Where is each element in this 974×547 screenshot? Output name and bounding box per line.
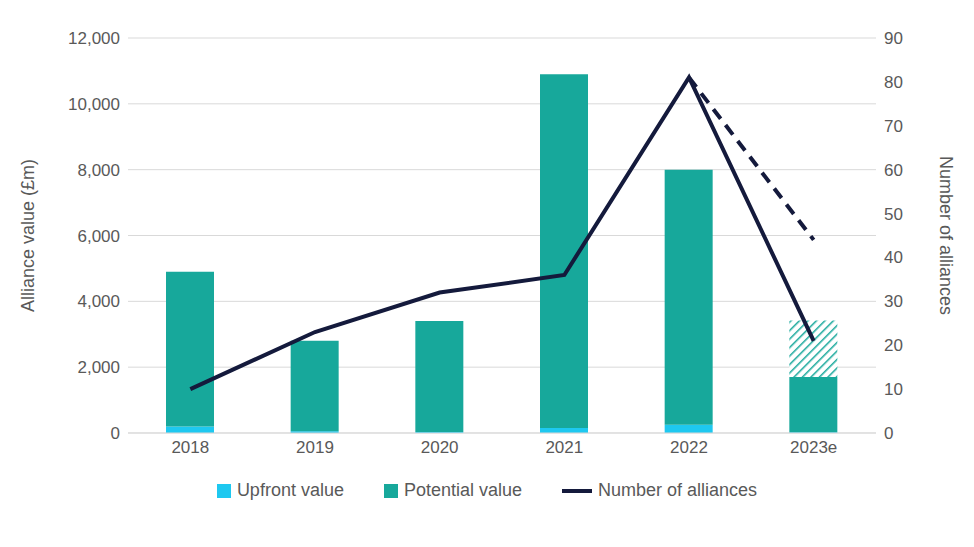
svg-text:2022: 2022 [670,438,708,457]
svg-text:Alliance value (£m): Alliance value (£m) [18,159,38,312]
svg-text:2,000: 2,000 [77,358,120,377]
svg-text:50: 50 [884,205,903,224]
svg-text:60: 60 [884,161,903,180]
svg-text:80: 80 [884,73,903,92]
svg-text:2023e: 2023e [790,438,837,457]
svg-text:2019: 2019 [296,438,334,457]
svg-text:2018: 2018 [171,438,209,457]
html-text:Number of alliances: Number of alliances [598,480,758,500]
svg-text:70: 70 [884,117,903,136]
svg-text:12,000: 12,000 [68,29,120,48]
svg-text:20: 20 [884,336,903,355]
svg-text:8,000: 8,000 [77,161,120,180]
svg-text:2020: 2020 [421,438,459,457]
svg-text:4,000: 4,000 [77,292,120,311]
html-text:Potential value: Potential value [403,480,522,500]
svg-text:6,000: 6,000 [77,227,120,246]
html-text:Upfront value: Upfront value [236,480,344,500]
svg-text:0: 0 [884,424,893,443]
svg-text:10,000: 10,000 [68,95,120,114]
svg-text:30: 30 [884,292,903,311]
svg-text:0: 0 [111,424,120,443]
svg-text:10: 10 [884,380,903,399]
svg-text:90: 90 [884,29,903,48]
svg-text:2021: 2021 [545,438,583,457]
svg-text:Number of alliances: Number of alliances [936,156,956,315]
svg-text:40: 40 [884,248,903,267]
